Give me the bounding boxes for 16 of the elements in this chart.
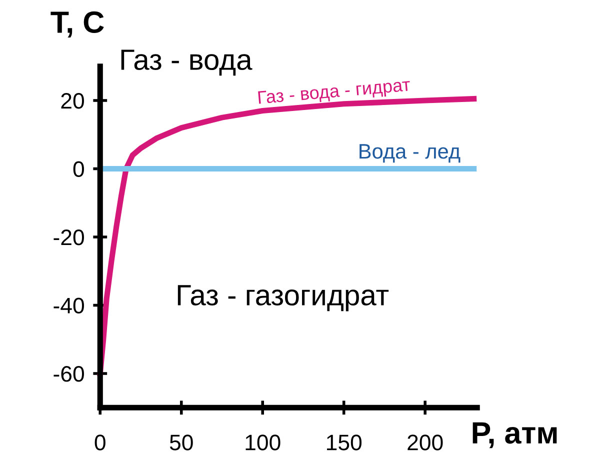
x-tick-label: 50 bbox=[170, 434, 193, 450]
y-tick-label: -20 bbox=[54, 230, 84, 246]
annotation: Газ - вода bbox=[121, 50, 252, 76]
y-tick-label: -60 bbox=[54, 366, 84, 382]
series-label: Вода - лед bbox=[360, 144, 460, 163]
x-tick-label: 0 bbox=[94, 434, 106, 450]
y-tick-label: 20 bbox=[61, 93, 84, 109]
series-label: Газ - вода - гидрат bbox=[258, 78, 411, 108]
x-axis-title: P, атм bbox=[472, 422, 557, 448]
y-tick-label: -40 bbox=[54, 298, 84, 314]
x-tick-label: 100 bbox=[246, 434, 280, 450]
annotation: Газ - газогидрат bbox=[178, 285, 389, 312]
y-tick-label: 0 bbox=[73, 161, 84, 178]
x-tick-label: 200 bbox=[408, 434, 443, 450]
y-axis-title: T, C bbox=[50, 11, 104, 38]
x-tick-label: 150 bbox=[327, 434, 362, 450]
